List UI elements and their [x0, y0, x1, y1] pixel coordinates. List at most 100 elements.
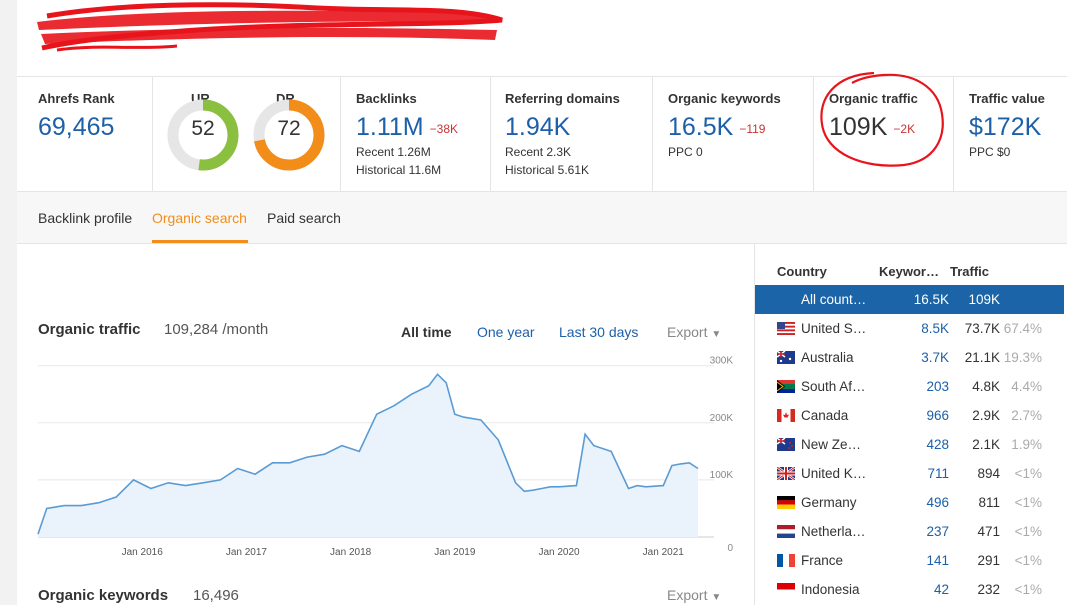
country-name[interactable]: Indonesia	[801, 582, 860, 597]
y-tick-label: 200K	[710, 413, 734, 424]
referring-domains-historical: Historical 5.61K	[505, 163, 590, 177]
ur-gauge	[167, 99, 239, 171]
organic-keywords-card: Organic keywords 16.5K −119 PPC 0	[653, 77, 814, 192]
country-keywords[interactable]: 711	[927, 466, 949, 481]
country-name[interactable]: New Ze…	[801, 437, 862, 452]
organic-traffic-title: Organic traffic	[38, 321, 141, 338]
tab-organic-search[interactable]: Organic search	[152, 210, 247, 226]
country-traffic: 894	[977, 466, 1000, 481]
country-traffic-share: <1%	[1014, 466, 1042, 481]
country-name[interactable]: All count…	[801, 292, 867, 307]
country-keywords[interactable]: 428	[926, 437, 949, 452]
traffic-value-value[interactable]: $172K	[969, 113, 1042, 141]
referring-domains-label: Referring domains	[505, 91, 620, 106]
country-keywords[interactable]: 237	[926, 524, 949, 539]
country-traffic-share: 2.7%	[1011, 408, 1042, 423]
organic-traffic-value[interactable]: 109K	[829, 113, 888, 141]
range-one-year[interactable]: One year	[477, 324, 535, 340]
country-traffic-share: <1%	[1014, 582, 1042, 597]
country-traffic-share: 67.4%	[1003, 321, 1042, 336]
country-traffic: 73.7K	[964, 321, 1000, 336]
country-keywords[interactable]: 16.5K	[913, 292, 949, 307]
backlinks-value[interactable]: 1.11M	[356, 113, 424, 141]
rating-gauges-card: UR 52 DR 72	[153, 77, 341, 192]
country-row[interactable]: Australia 3.7K 21.1K 19.3%	[755, 343, 1064, 372]
country-traffic-share: 1.9%	[1011, 437, 1042, 452]
keywords-header[interactable]: Keywor…	[879, 264, 939, 279]
country-traffic-share: <1%	[1014, 495, 1042, 510]
country-traffic: 471	[977, 524, 1000, 539]
range-all-time[interactable]: All time	[401, 324, 452, 340]
metrics-bar: Ahrefs Rank 69,465 UR 52 DR 72 Backlinks…	[17, 71, 1067, 192]
export-keywords-button[interactable]: Export ▼	[667, 587, 721, 603]
country-keywords[interactable]: 141	[926, 553, 949, 568]
backlinks-historical: Historical 11.6M	[356, 163, 442, 177]
export-traffic-button[interactable]: Export ▼	[667, 324, 721, 340]
country-name[interactable]: Canada	[801, 408, 849, 423]
country-row[interactable]: South Af… 203 4.8K 4.4%	[755, 372, 1064, 401]
dr-gauge	[253, 99, 325, 171]
organic-traffic-delta: −2K	[893, 122, 916, 136]
traffic-header[interactable]: Traffic	[950, 264, 990, 279]
tab-backlink-profile[interactable]: Backlink profile	[38, 210, 133, 226]
country-keywords[interactable]: 496	[926, 495, 949, 510]
country-keywords[interactable]: 966	[926, 408, 949, 423]
organic-keywords-value[interactable]: 16.5K	[668, 113, 734, 141]
tab-paid-search[interactable]: Paid search	[267, 210, 341, 226]
flag-id-icon	[777, 583, 795, 596]
traffic-value-label: Traffic value	[969, 91, 1045, 106]
country-name[interactable]: Germany	[801, 495, 857, 510]
ahrefs-rank-label: Ahrefs Rank	[38, 91, 115, 106]
flag-us-icon	[777, 322, 795, 335]
country-traffic: 4.8K	[972, 379, 1000, 394]
country-row[interactable]: United K… 711 894 <1%	[755, 459, 1064, 488]
country-name[interactable]: France	[801, 553, 844, 568]
country-row[interactable]: Canada 966 2.9K 2.7%	[755, 401, 1064, 430]
country-keywords[interactable]: 3.7K	[921, 350, 949, 365]
organic-keywords-value-wrap: 16.5K −119	[668, 113, 765, 142]
flag-nz-icon	[777, 438, 795, 451]
x-tick-label: Jan 2019	[434, 547, 476, 558]
country-row[interactable]: France 141 291 <1%	[755, 546, 1064, 575]
country-traffic: 21.1K	[964, 350, 1000, 365]
y-tick-label: 100K	[710, 470, 734, 481]
range-last-30-days[interactable]: Last 30 days	[559, 324, 639, 340]
site-explorer-page: ﾠ Ahrefs Rank 69,465 UR 52 DR 72 Backlin…	[17, 0, 1067, 605]
country-keywords[interactable]: 42	[933, 582, 949, 597]
country-keywords[interactable]: 8.5K	[921, 321, 949, 336]
country-row[interactable]: New Ze… 428 2.1K 1.9%	[755, 430, 1064, 459]
country-name[interactable]: United S…	[801, 321, 867, 336]
country-row-all[interactable]: All count… 16.5K 109K	[755, 285, 1064, 314]
country-name[interactable]: South Af…	[801, 379, 866, 394]
svg-text:ﾠ: ﾠ	[53, 15, 71, 37]
country-breakdown-panel: Country Keywor… Traffic All count… 16.5K 1…	[754, 244, 1067, 605]
backlinks-label: Backlinks	[356, 91, 417, 106]
organic-traffic-count: 109,284 /month	[164, 321, 269, 338]
referring-domains-value[interactable]: 1.94K	[505, 113, 571, 141]
annotation-circle	[820, 71, 944, 167]
country-name[interactable]: United K…	[801, 466, 867, 481]
country-row[interactable]: Germany 496 811 <1%	[755, 488, 1064, 517]
backlinks-recent: Recent 1.26M	[356, 145, 431, 159]
dr-value: 72	[277, 117, 301, 140]
country-traffic-share: 4.4%	[1011, 379, 1042, 394]
country-row[interactable]: Indonesia 42 232 <1%	[755, 575, 1064, 604]
ahrefs-rank-value[interactable]: 69,465	[38, 113, 115, 141]
page-header: ﾠ	[17, 0, 1067, 76]
country-row[interactable]: United S… 8.5K 73.7K 67.4%	[755, 314, 1064, 343]
country-header[interactable]: Country	[777, 264, 827, 279]
country-name[interactable]: Australia	[801, 350, 854, 365]
export-traffic-label: Export	[667, 324, 708, 340]
country-traffic: 109K	[968, 292, 1000, 307]
organic-traffic-chart: 300K 200K 100K 0 Jan 2016 Jan 2017 Jan 2018 Jan…	[37, 356, 734, 558]
country-row[interactable]: Netherla… 237 471 <1%	[755, 517, 1064, 546]
country-name[interactable]: Netherla…	[801, 524, 866, 539]
export-keywords-label: Export	[667, 587, 708, 603]
country-traffic: 2.9K	[972, 408, 1000, 423]
backlinks-card: Backlinks 1.11M −38K Recent 1.26M Histori…	[341, 77, 491, 192]
country-traffic: 811	[978, 495, 1000, 510]
country-keywords[interactable]: 203	[926, 379, 949, 394]
organic-traffic-card: Organic traffic 109K −2K	[814, 71, 954, 192]
x-tick-label: Jan 2018	[330, 547, 372, 558]
ur-value: 52	[191, 117, 215, 140]
